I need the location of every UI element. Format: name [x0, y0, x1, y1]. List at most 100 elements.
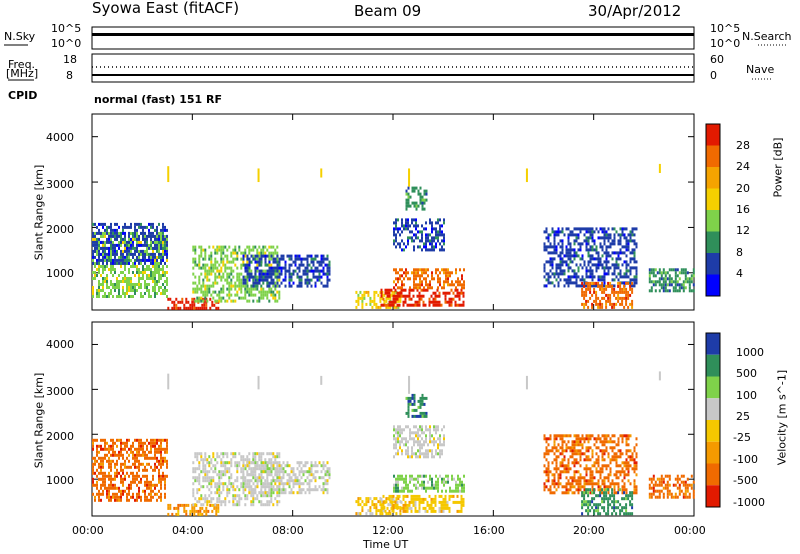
power-cell	[214, 278, 217, 282]
power-cell	[126, 283, 128, 286]
velocity-cell	[214, 491, 217, 495]
velocity-cell	[553, 458, 556, 462]
power-cell	[130, 277, 132, 280]
power-cell	[290, 254, 293, 258]
power-cell	[138, 283, 140, 286]
power-cell	[393, 227, 395, 231]
velocity-cell	[308, 473, 311, 477]
power-cell	[318, 260, 321, 264]
velocity-cell	[565, 482, 568, 486]
velocity-cell	[138, 495, 140, 499]
power-cell	[561, 230, 564, 234]
power-cell	[108, 249, 110, 253]
power-cell	[320, 263, 323, 267]
power-cell	[198, 245, 201, 249]
velocity-cell	[403, 443, 405, 447]
power-cell	[240, 266, 243, 270]
power-cell	[202, 290, 205, 294]
power-cell	[282, 257, 285, 261]
power-cell	[433, 236, 435, 240]
power-cell	[587, 305, 590, 309]
velocity-cell	[571, 479, 574, 483]
velocity-cell	[294, 479, 297, 483]
power-cell	[603, 272, 606, 276]
cpid-value: normal (fast) 151 RF	[94, 93, 222, 106]
power-cell	[238, 245, 241, 249]
velocity-cell	[402, 503, 405, 507]
velocity-cell	[561, 452, 564, 456]
power-cell	[218, 248, 221, 252]
velocity-cell	[402, 509, 405, 513]
velocity-cell	[215, 506, 218, 510]
velocity-cell	[593, 461, 596, 465]
velocity-cell	[106, 474, 108, 478]
velocity-cell	[306, 482, 309, 486]
power-cell	[114, 234, 116, 238]
velocity-cell	[405, 452, 407, 456]
velocity-cell	[148, 441, 150, 445]
velocity-cell	[579, 482, 582, 486]
velocity-cell	[421, 414, 424, 418]
velocity-cell	[437, 480, 439, 484]
power-cell	[242, 296, 245, 300]
velocity-cell	[408, 506, 411, 510]
power-cell	[140, 249, 142, 253]
velocity-cell	[130, 495, 132, 499]
velocity-cell	[310, 473, 313, 477]
velocity-cell	[146, 444, 148, 448]
power-cell	[563, 269, 566, 273]
velocity-cell	[413, 396, 416, 400]
velocity-cell	[386, 506, 389, 510]
power-cell	[236, 275, 239, 279]
velocity-cell	[120, 450, 122, 454]
power-cell	[270, 257, 273, 261]
velocity-cell	[411, 455, 413, 459]
velocity-cell	[144, 468, 146, 472]
velocity-cell	[318, 485, 321, 489]
power-cell	[136, 235, 138, 238]
velocity-cell	[555, 488, 558, 492]
power-cell	[597, 263, 600, 267]
power-cell	[201, 306, 204, 310]
velocity-cell	[326, 482, 329, 486]
velocity-cell	[164, 438, 166, 442]
power-cell	[359, 290, 362, 294]
power-cell	[158, 271, 160, 274]
velocity-cell	[411, 408, 414, 412]
power-cell	[623, 275, 626, 279]
velocity-cell	[387, 512, 390, 516]
power-cell	[166, 249, 168, 253]
power-cell	[112, 241, 114, 244]
power-cell	[619, 290, 622, 294]
power-cell	[431, 242, 433, 246]
velocity-cell	[401, 477, 403, 481]
velocity-cell	[399, 512, 402, 516]
velocity-cell	[144, 441, 146, 445]
power-cell	[306, 278, 309, 282]
power-cell	[134, 283, 136, 286]
power-cell	[654, 289, 657, 293]
velocity-cell	[124, 444, 126, 448]
velocity-cell	[102, 459, 104, 463]
power-cell	[106, 231, 108, 235]
power-cell	[104, 249, 106, 253]
velocity-cell	[561, 491, 564, 495]
power-cell	[405, 201, 408, 205]
velocity-cell	[585, 455, 588, 459]
velocity-cell	[262, 482, 265, 486]
power-cell	[591, 248, 594, 252]
velocity-cell	[220, 458, 223, 462]
velocity-cell	[302, 488, 305, 492]
power-cell	[392, 297, 395, 301]
power-cell	[395, 290, 398, 294]
power-cell	[627, 296, 630, 300]
velocity-cell	[440, 494, 443, 498]
power-cell	[404, 297, 407, 301]
power-cell	[357, 296, 360, 300]
velocity-cell	[268, 485, 271, 489]
power-cell	[210, 263, 213, 267]
power-cell	[320, 260, 323, 264]
velocity-cell	[419, 411, 422, 415]
velocity-cell	[583, 482, 586, 486]
power-cell	[397, 277, 399, 281]
